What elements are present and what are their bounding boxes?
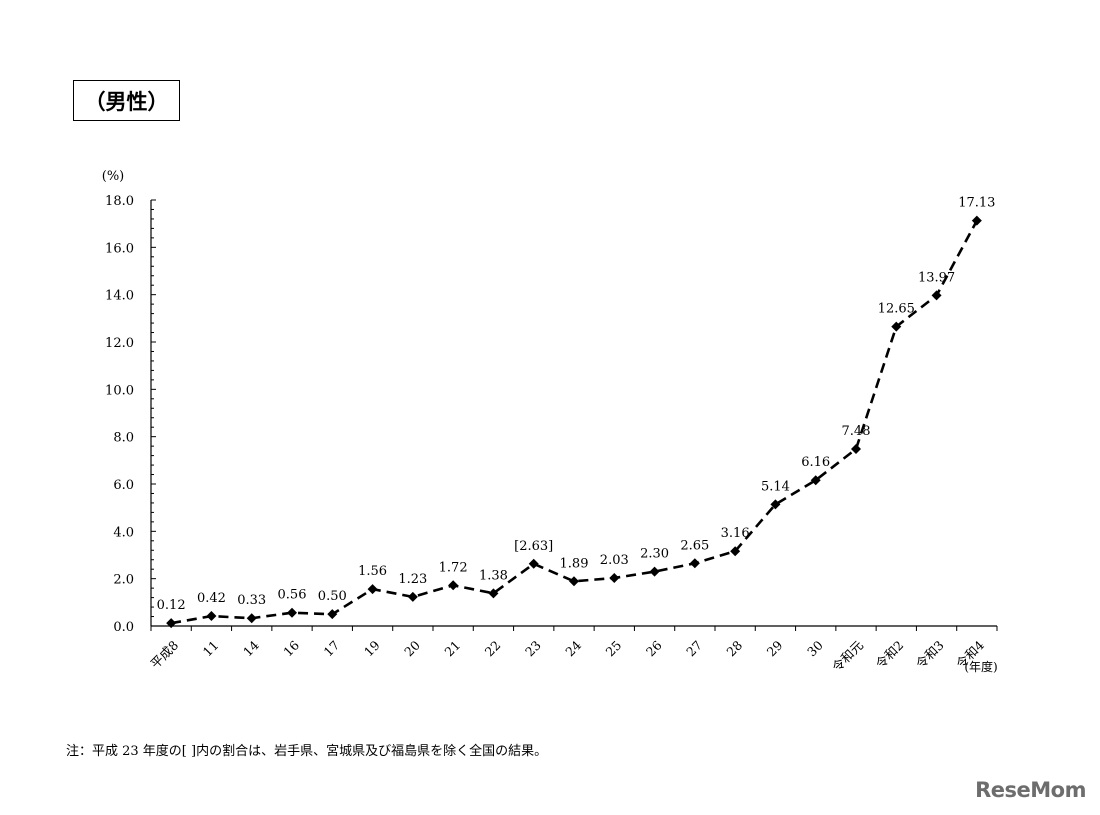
x-tick-label: 28	[723, 637, 745, 659]
x-tick-label: 19	[361, 637, 383, 659]
y-tick-label: 2.0	[113, 573, 134, 588]
x-tick-label: 16	[280, 637, 302, 659]
series-line	[170, 219, 979, 625]
data-label: 0.12	[157, 598, 186, 613]
data-point-marker	[488, 588, 499, 599]
y-tick-label: 16.0	[105, 241, 134, 256]
y-tick-label: 4.0	[113, 525, 134, 540]
data-point-marker	[810, 475, 821, 486]
x-tick-label: 25	[603, 638, 625, 660]
x-tick-label: 26	[643, 637, 665, 659]
x-tick-label: 30	[804, 637, 826, 659]
data-point-marker	[891, 321, 902, 332]
x-tick-label: 11	[200, 638, 222, 660]
data-label: 0.42	[197, 591, 226, 606]
data-label: 7.48	[842, 424, 871, 439]
data-label: 13.97	[918, 270, 955, 285]
data-point-marker	[166, 618, 177, 629]
x-tick-label: 23	[522, 637, 544, 659]
x-tick-label: 17	[321, 637, 343, 659]
data-label: 1.38	[479, 568, 508, 583]
x-tick-label: 令和元	[829, 638, 866, 675]
y-tick-label: 0.0	[113, 620, 134, 635]
x-tick-label: 27	[683, 637, 705, 659]
data-point-marker	[770, 499, 781, 510]
data-point-marker	[609, 572, 620, 583]
data-point-marker	[528, 558, 539, 569]
data-label: 0.50	[318, 589, 347, 604]
data-point-marker	[407, 591, 418, 602]
y-tick-label: 18.0	[105, 194, 134, 209]
resemom-logo: ReseMom	[975, 778, 1086, 802]
data-point-marker	[287, 607, 297, 618]
x-tick-label: 29	[764, 637, 786, 659]
data-label: 0.56	[278, 588, 307, 603]
data-point-marker	[971, 215, 982, 226]
data-point-marker	[206, 611, 217, 622]
data-point-marker	[689, 558, 700, 569]
y-axis-unit-label: (%)	[102, 169, 125, 184]
x-tick-label: 14	[240, 637, 262, 659]
x-axis-unit-label: (年度)	[964, 659, 997, 674]
x-tick-label: 21	[441, 638, 463, 660]
data-point-marker	[246, 613, 257, 624]
data-point-marker	[569, 576, 579, 587]
x-tick-label: 令和3	[913, 637, 947, 671]
x-tick-label: 24	[562, 637, 584, 659]
data-point-marker	[327, 609, 338, 620]
data-point-marker	[367, 584, 378, 595]
data-point-marker	[448, 580, 459, 591]
data-label: 1.56	[358, 564, 387, 579]
y-tick-label: 6.0	[113, 478, 134, 493]
data-point-marker	[649, 566, 660, 577]
data-label: 6.16	[801, 455, 830, 470]
x-tick-label: 22	[482, 638, 504, 660]
chart-title: （男性）	[73, 80, 180, 121]
data-label: 5.14	[761, 479, 790, 494]
data-label: 2.65	[680, 538, 709, 553]
y-tick-label: 14.0	[105, 289, 134, 304]
data-label: 3.16	[721, 526, 750, 541]
x-tick-label: 平成8	[147, 637, 181, 671]
data-label: 1.89	[560, 556, 589, 571]
footnote: 注：平成 23 年度の[ ]内の割合は、岩手県、宮城県及び福島県を除く全国の結果…	[66, 744, 548, 759]
y-tick-label: 8.0	[113, 431, 134, 446]
data-point-marker	[931, 290, 942, 301]
x-tick-label: 令和2	[872, 638, 906, 672]
y-tick-label: 10.0	[105, 383, 134, 398]
data-label: 12.65	[878, 302, 915, 317]
data-point-marker	[730, 546, 741, 557]
y-tick-label: 12.0	[105, 336, 134, 351]
x-tick-label: 20	[401, 637, 423, 659]
data-point-marker	[851, 443, 861, 454]
data-label: 0.33	[237, 593, 266, 608]
data-label: 17.13	[958, 196, 995, 211]
data-label: 1.72	[439, 560, 468, 575]
data-label: [2.63]	[514, 539, 553, 554]
data-label: 1.23	[398, 572, 427, 587]
data-label: 2.30	[640, 547, 669, 562]
data-label: 2.03	[600, 553, 629, 568]
